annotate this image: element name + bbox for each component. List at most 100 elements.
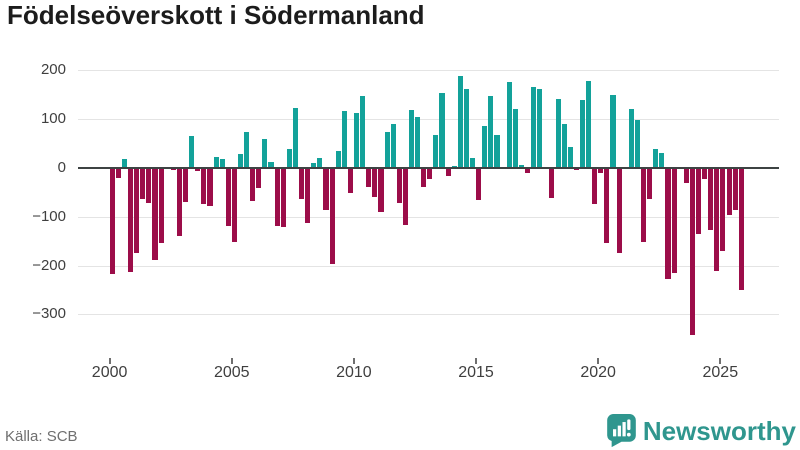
- bar: [518, 165, 524, 168]
- bar: [262, 139, 268, 168]
- bar: [714, 168, 720, 272]
- bar: [323, 168, 329, 211]
- bar: [390, 123, 396, 168]
- gridline: [78, 70, 779, 72]
- bar: [286, 148, 292, 168]
- bar: [457, 75, 463, 168]
- bar: [250, 168, 256, 201]
- bar: [329, 168, 335, 264]
- bar: [671, 168, 677, 273]
- bar: [708, 168, 714, 230]
- bar: [244, 132, 250, 168]
- bar: [451, 165, 457, 168]
- bar: [592, 168, 598, 205]
- bar: [201, 168, 207, 205]
- bar: [152, 168, 158, 260]
- bar: [573, 168, 579, 171]
- x-axis-label: 2020: [580, 364, 616, 381]
- bar: [353, 113, 360, 168]
- bar: [317, 158, 323, 168]
- bar: [720, 168, 726, 251]
- bar: [176, 168, 182, 237]
- bar: [494, 134, 500, 168]
- bar: [561, 124, 567, 168]
- bar: [408, 109, 415, 168]
- bar: [653, 148, 659, 168]
- bar: [305, 168, 311, 224]
- bar: [195, 168, 201, 172]
- bar: [182, 168, 189, 202]
- bar: [628, 108, 634, 168]
- bar: [726, 168, 732, 216]
- bar: [366, 168, 372, 187]
- bar: [537, 88, 543, 168]
- bar: [109, 168, 115, 274]
- gridline: [78, 314, 779, 316]
- bar: [616, 168, 622, 254]
- x-axis-tick: [475, 358, 478, 364]
- x-axis-label: 2000: [91, 364, 128, 381]
- bar: [372, 168, 378, 197]
- y-axis-label: 0: [57, 159, 66, 176]
- y-axis-label: 100: [40, 110, 66, 128]
- bar: [476, 168, 482, 200]
- bar: [231, 168, 237, 243]
- gridline: [78, 119, 779, 121]
- bar: [207, 168, 213, 207]
- bar: [219, 159, 225, 168]
- x-axis-tick: [352, 358, 355, 364]
- bar: [702, 168, 708, 179]
- x-axis-tick: [108, 358, 111, 364]
- y-axis-label: −100: [32, 207, 66, 225]
- bar: [146, 168, 152, 204]
- bar: [610, 95, 616, 168]
- bar: [256, 168, 262, 189]
- bar: [470, 158, 476, 168]
- zero-axis-line: [78, 167, 779, 169]
- bar: [683, 168, 689, 184]
- bar: [463, 88, 469, 168]
- bar: [421, 168, 427, 187]
- bar: [134, 168, 140, 253]
- bar: [659, 153, 665, 168]
- bar: [378, 168, 384, 213]
- bar: [415, 116, 421, 168]
- bar: [512, 108, 518, 168]
- bar: [299, 168, 305, 199]
- bar: [665, 168, 671, 279]
- bar: [634, 120, 640, 168]
- bar: [335, 151, 341, 168]
- source-label: Källa: SCB: [5, 428, 78, 445]
- bar: [567, 146, 573, 168]
- bar: [360, 95, 366, 168]
- bar: [641, 168, 647, 242]
- bar: [433, 134, 439, 168]
- bar: [237, 153, 244, 168]
- bar: [268, 162, 274, 168]
- bar: [121, 159, 127, 168]
- chart-title: Födelseöverskott i Södermanland: [7, 0, 425, 30]
- bar: [738, 168, 744, 291]
- bar: [115, 168, 121, 178]
- bar: [439, 93, 445, 168]
- bar: [311, 163, 317, 168]
- y-axis-label: 200: [40, 61, 66, 79]
- bar: [128, 168, 134, 272]
- newsworthy-logo[interactable]: Newsworthy: [607, 414, 796, 448]
- bar: [586, 80, 592, 168]
- bar: [140, 168, 146, 199]
- bar: [427, 168, 433, 179]
- bar: [396, 168, 402, 204]
- bar: [482, 126, 488, 168]
- y-axis-label: −300: [32, 305, 66, 323]
- bar: [689, 168, 695, 335]
- gridline: [78, 265, 779, 267]
- bar: [555, 99, 561, 168]
- bar: [579, 100, 586, 168]
- bar: [384, 131, 390, 168]
- bar: [347, 168, 353, 193]
- bar: [274, 168, 280, 226]
- bar: [647, 168, 653, 199]
